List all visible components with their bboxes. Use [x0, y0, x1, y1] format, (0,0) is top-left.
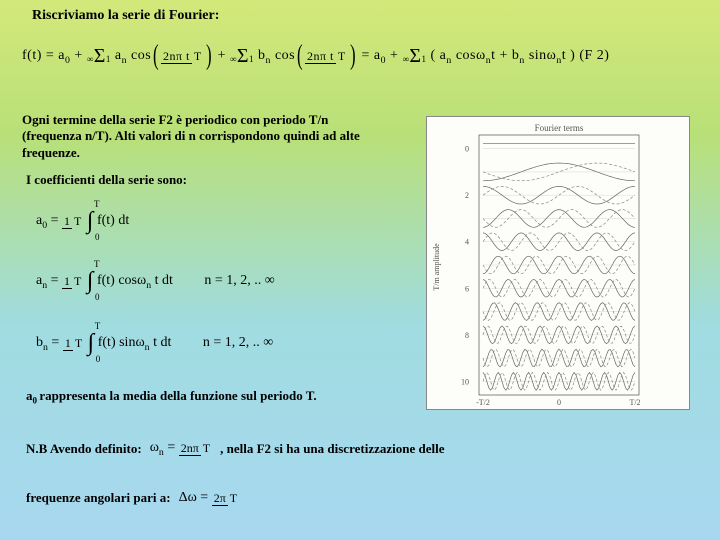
fourier-terms-chart: Fourier terms 0 2 4 6 8 10 -T/2 0 T/2 T/m amp… — [426, 116, 690, 410]
svg-text:0: 0 — [465, 145, 469, 154]
paragraph-delta-omega: frequenze angolari pari a: Δω = 2πT — [26, 490, 239, 506]
svg-text:6: 6 — [465, 284, 469, 293]
freq-label: frequenze angolari pari a: — [26, 490, 171, 506]
paragraph-a0-mean: a0 rappresenta la media della funzione s… — [26, 388, 366, 407]
coef-an-range: n = 1, 2, .. ∞ — [204, 273, 274, 288]
xtick-left: -T/2 — [476, 398, 490, 407]
formula-delta-omega: Δω = 2πT — [179, 490, 240, 506]
svg-text:8: 8 — [465, 331, 469, 340]
paragraph-nb-definition: N.B Avendo definito: ωn = 2nπT , nella F… — [26, 440, 444, 458]
formula-fourier-series-f2: f(t) = a0 + ∞Σ1 an cos(2nπ tT) + ∞Σ1 bn … — [22, 40, 609, 72]
paragraph-periodicity: Ogni termine della serie F2 è periodico … — [22, 112, 362, 161]
nb-continuation: , nella F2 si ha una discretizzazione de… — [220, 441, 444, 457]
formula-coefficient-an: an = 1T T∫0 f(t) cosωn t dt n = 1, 2, ..… — [36, 260, 275, 302]
formula-coefficient-a0: a0 = 1T T∫0 f(t) dt — [36, 200, 129, 242]
nb-label: N.B Avendo definito: — [26, 441, 142, 457]
formula-omega-n: ωn = 2nπT — [150, 440, 212, 458]
svg-text:4: 4 — [465, 238, 469, 247]
chart-svg: Fourier terms 0 2 4 6 8 10 -T/2 0 T/2 T/m amp… — [427, 117, 691, 411]
svg-text:10: 10 — [461, 377, 469, 386]
svg-text:2: 2 — [465, 191, 469, 200]
coef-bn-range: n = 1, 2, .. ∞ — [203, 335, 273, 350]
ylabel: T/m amplitude — [432, 243, 441, 291]
xtick-right: T/2 — [629, 398, 640, 407]
formula-coefficient-bn: bn = 1T T∫0 f(t) sinωn t dt n = 1, 2, ..… — [36, 322, 273, 364]
paragraph-coefficients-intro: I coefficienti della serie sono: — [26, 172, 346, 188]
xtick-mid: 0 — [557, 398, 561, 407]
slide-title: Riscriviamo la serie di Fourier: — [32, 8, 219, 24]
chart-title: Fourier terms — [535, 123, 584, 133]
